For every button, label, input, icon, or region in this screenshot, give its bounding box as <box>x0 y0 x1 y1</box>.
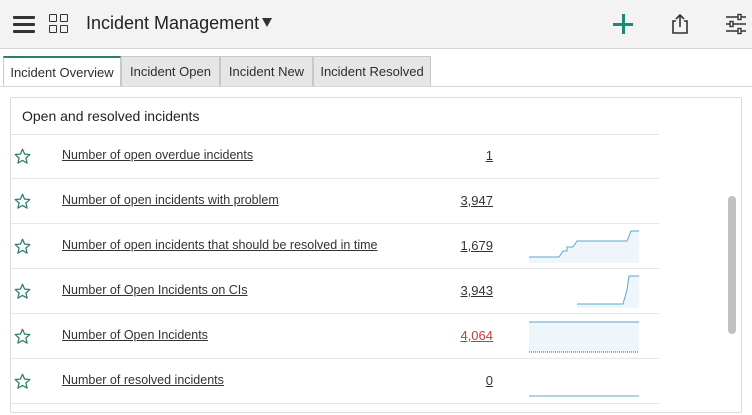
tab-incident-open[interactable]: Incident Open <box>121 56 220 86</box>
grid-icon[interactable] <box>49 14 69 34</box>
indicator-link[interactable]: Number of Open Incidents <box>62 328 208 342</box>
list-item: Number of Open Incidents 4,064 <box>11 314 659 359</box>
star-icon[interactable] <box>14 148 31 165</box>
tab-incident-resolved[interactable]: Incident Resolved <box>313 56 431 86</box>
list-item: Number of open overdue incidents 1 <box>11 134 659 179</box>
card-title: Open and resolved incidents <box>22 108 200 124</box>
indicator-value[interactable]: 3,947 <box>460 193 493 208</box>
star-icon[interactable] <box>14 238 31 255</box>
list-item: Number of resolved incidents 0 <box>11 359 659 404</box>
incidents-card: Open and resolved incidents Number of op… <box>10 97 742 413</box>
tab-incident-overview[interactable]: Incident Overview <box>3 56 121 87</box>
sparkline <box>529 230 639 263</box>
list-item: Number of Open Incidents on CIs 3,943 <box>11 269 659 314</box>
sliders-icon[interactable] <box>725 13 747 35</box>
sparkline <box>577 275 639 308</box>
sparkline <box>529 321 639 353</box>
indicator-value-alert[interactable]: 4,064 <box>460 328 493 343</box>
tab-incident-new[interactable]: Incident New <box>220 56 313 86</box>
share-icon[interactable] <box>670 13 690 35</box>
list-item: Number of open incidents that should be … <box>11 224 659 269</box>
tab-bar: Incident Overview Incident Open Incident… <box>0 49 752 87</box>
star-icon[interactable] <box>14 193 31 210</box>
chevron-down-icon[interactable] <box>262 18 272 27</box>
indicator-value[interactable]: 3,943 <box>460 283 493 298</box>
indicator-link[interactable]: Number of open overdue incidents <box>62 148 254 162</box>
hamburger-menu-icon[interactable] <box>13 16 35 33</box>
indicator-value[interactable]: 1,679 <box>460 238 493 253</box>
star-icon[interactable] <box>14 328 31 345</box>
indicator-value[interactable]: 1 <box>485 148 493 163</box>
scrollbar-thumb[interactable] <box>728 196 736 334</box>
star-icon[interactable] <box>14 283 31 300</box>
page-title: Incident Management <box>86 13 260 33</box>
indicator-link[interactable]: Number of resolved incidents <box>62 373 224 387</box>
list-item: Number of open incidents with problem 3,… <box>11 179 659 224</box>
indicator-link[interactable]: Number of open incidents that should be … <box>62 238 378 252</box>
star-icon[interactable] <box>14 373 31 390</box>
tabs-divider <box>0 86 752 87</box>
indicator-link[interactable]: Number of Open Incidents on CIs <box>62 283 248 297</box>
app-header: Incident Management <box>0 0 752 49</box>
main-content: Open and resolved incidents Number of op… <box>0 87 752 415</box>
sparkline <box>529 395 639 397</box>
plus-icon[interactable] <box>612 13 634 35</box>
card-header-divider <box>11 134 659 135</box>
indicator-value[interactable]: 0 <box>485 373 493 388</box>
indicator-link[interactable]: Number of open incidents with problem <box>62 193 279 207</box>
